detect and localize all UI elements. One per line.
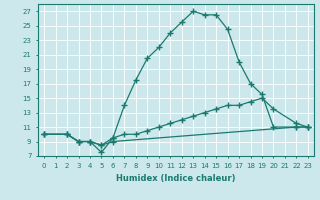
X-axis label: Humidex (Indice chaleur): Humidex (Indice chaleur)	[116, 174, 236, 184]
